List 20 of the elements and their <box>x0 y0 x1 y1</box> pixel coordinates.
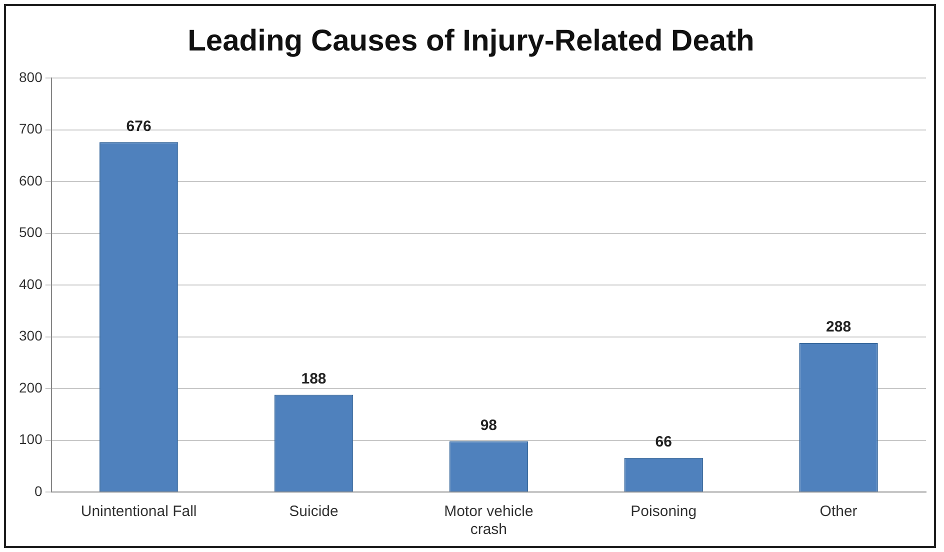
x-tick-label: Other <box>820 503 858 520</box>
chart-title: Leading Causes of Injury-Related Death <box>188 24 754 58</box>
y-tick-label: 500 <box>19 224 43 240</box>
x-tick-label: Motor vehicle crash <box>444 503 534 538</box>
y-tick-label: 700 <box>19 120 43 137</box>
x-tick-label: Unintentional Fall <box>80 503 197 520</box>
y-tick-label: 400 <box>19 276 43 292</box>
data-label: 188 <box>301 370 326 388</box>
y-tick-label: 300 <box>19 328 43 344</box>
y-tick-label: 600 <box>19 172 43 188</box>
data-label: 98 <box>480 416 498 434</box>
data-label: 676 <box>126 118 152 135</box>
y-tick-label: 800 <box>19 68 43 85</box>
y-tick-label: 200 <box>19 379 43 396</box>
data-label: 288 <box>826 318 852 336</box>
data-label: 66 <box>655 433 672 450</box>
y-tick-label: 100 <box>19 431 43 448</box>
x-tick-label: Poisoning <box>630 503 697 520</box>
y-tick-label: 0 <box>34 482 43 499</box>
x-tick-label: Suicide <box>289 503 338 520</box>
